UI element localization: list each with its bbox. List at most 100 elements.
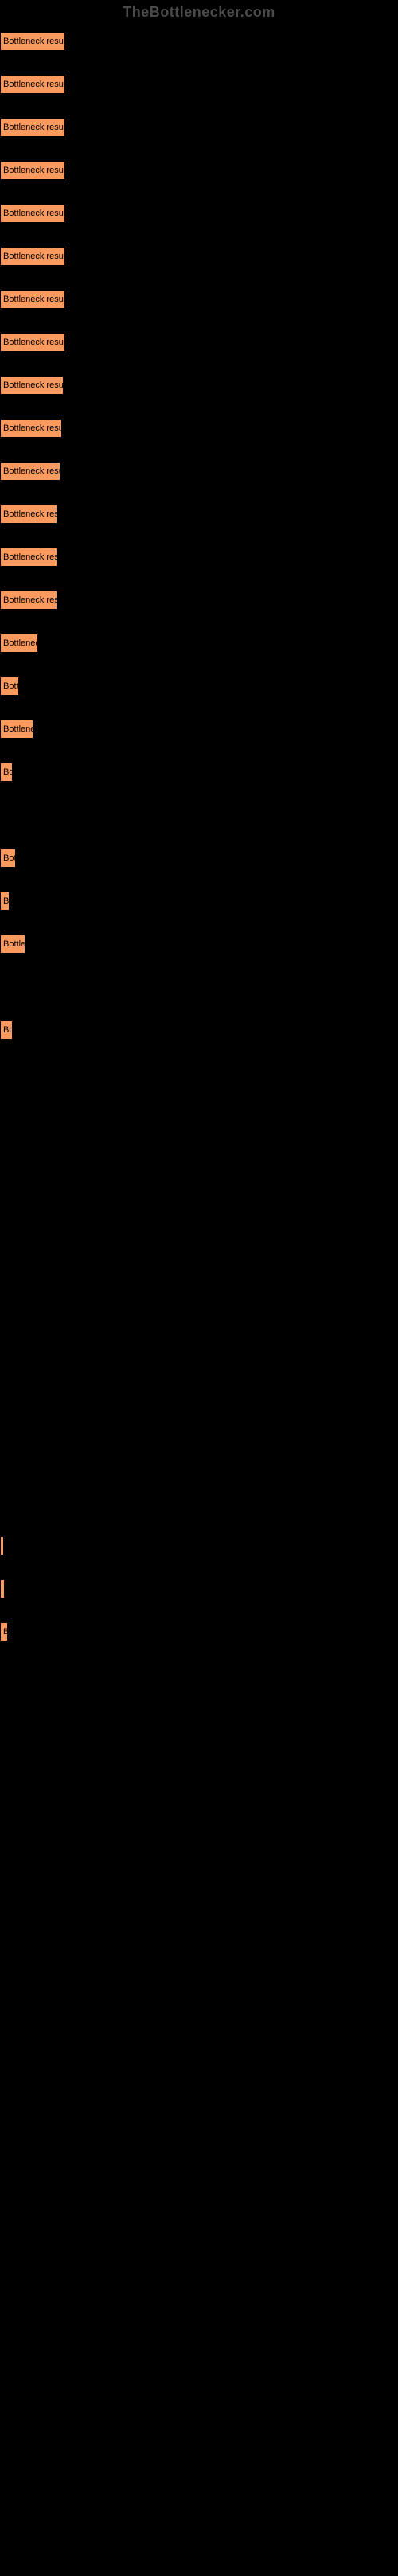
bar-row <box>0 2396 398 2415</box>
bar-label: Bottleneck resu <box>3 466 60 476</box>
bar-label: Bo <box>3 767 13 777</box>
watermark-text: TheBottlenecker.com <box>123 4 275 21</box>
bar-row: Bottleneck result <box>0 204 398 223</box>
bar: Bottleneck result <box>0 32 65 51</box>
bar-row <box>0 2181 398 2200</box>
bar-label: Bottleneck result <box>3 209 65 218</box>
bar-row <box>0 1235 398 1255</box>
bar-label: B <box>3 1627 8 1637</box>
bar: Bo <box>0 1021 13 1040</box>
bar: Bottleneck result <box>0 204 65 223</box>
bar: Bottleneck result <box>0 247 65 266</box>
bar-row: Bo <box>0 1021 398 1040</box>
bar-row <box>0 2439 398 2458</box>
bar-row <box>0 1064 398 1083</box>
bar: Bottleneck resul <box>0 419 62 438</box>
bar-label: Bottleneck result <box>3 295 65 304</box>
bar: Bottleneck res <box>0 505 57 524</box>
bar: Bottleneck result <box>0 376 64 395</box>
bar-row: Bottleneck result <box>0 161 398 180</box>
bar-row <box>0 1192 398 1212</box>
bar-row <box>0 2267 398 2286</box>
bar-row: Bottleneck res <box>0 548 398 567</box>
bar-label: Bottleneck result <box>3 381 64 390</box>
bar-row: Bot <box>0 849 398 868</box>
bar: Bottleneck result <box>0 290 65 309</box>
bar-row: Bottleneck res <box>0 591 398 610</box>
bar-label: Bo <box>3 1025 13 1035</box>
bar-row: Bottleneck resul <box>0 419 398 438</box>
bar: Bo <box>0 763 13 782</box>
bar-row <box>0 2095 398 2114</box>
bar-row: Bottleneck result <box>0 333 398 352</box>
bar-row: Bottleneck result <box>0 247 398 266</box>
bar: B <box>0 892 10 911</box>
bar-row: Bottle <box>0 935 398 954</box>
bar-row <box>0 1837 398 1856</box>
bar-label: Bottleneck resul <box>3 423 62 433</box>
bar-row <box>0 1107 398 1126</box>
bar-row <box>0 2009 398 2028</box>
bar-row <box>0 1751 398 1770</box>
bar-row: B <box>0 892 398 911</box>
bar-row <box>0 1708 398 1727</box>
bar-label: Bott <box>3 681 19 691</box>
bar-row <box>0 1966 398 1985</box>
bar-label: Bottleneck result <box>3 166 65 175</box>
bar-label: Bottleneck res <box>3 552 57 562</box>
bar-row <box>0 1407 398 1427</box>
bar-row <box>0 2482 398 2501</box>
bar-row <box>0 1278 398 1298</box>
bar: Bot <box>0 849 16 868</box>
bar-label: Bottleneck res <box>3 595 57 605</box>
bar-label: B <box>3 896 9 906</box>
bar-row <box>0 1665 398 1684</box>
bar-row: Bottleneck result <box>0 376 398 395</box>
bar-chart: Bottleneck result Bottleneck result Bottle… <box>0 24 398 2576</box>
bar-label: Bottlenec <box>3 638 38 648</box>
bar-row: Bottleneck resu <box>0 462 398 481</box>
bar-label: Bottleneck result <box>3 37 65 46</box>
bar-row <box>0 1923 398 1942</box>
bar-row <box>0 1880 398 1899</box>
bar-row: Bottleneck res <box>0 505 398 524</box>
bar <box>0 1536 4 1555</box>
bar-row <box>0 978 398 997</box>
bar-row <box>0 1493 398 1512</box>
bar-row <box>0 2310 398 2329</box>
bar-row: Bottlene <box>0 720 398 739</box>
bar: Bottle <box>0 935 25 954</box>
bar: Bottleneck res <box>0 591 57 610</box>
bar: Bottleneck result <box>0 118 65 137</box>
bar-row: Bottleneck result <box>0 32 398 51</box>
bar-row <box>0 2525 398 2544</box>
bar-row <box>0 1536 398 1555</box>
bar-label: Bottle <box>3 939 25 949</box>
bar: Bottleneck result <box>0 161 65 180</box>
bar-row <box>0 2138 398 2157</box>
bar-label: Bottleneck result <box>3 80 65 89</box>
bar: Bottleneck result <box>0 333 65 352</box>
bar-row: B <box>0 1622 398 1641</box>
bar: Bott <box>0 677 19 696</box>
bar-row <box>0 1450 398 1469</box>
bar-row: Bottlenec <box>0 634 398 653</box>
bar <box>0 1579 5 1598</box>
bar-label: Bottleneck result <box>3 123 65 132</box>
bar-label: Bottleneck res <box>3 509 57 519</box>
bar-row <box>0 1149 398 1169</box>
bar-row <box>0 2224 398 2243</box>
bar-row: Bottleneck result <box>0 118 398 137</box>
bar-row: Bott <box>0 677 398 696</box>
bar-row <box>0 2052 398 2071</box>
bar-row: Bottleneck result <box>0 75 398 94</box>
bar-row <box>0 1579 398 1598</box>
bar-row <box>0 1321 398 1341</box>
bar-row <box>0 1364 398 1384</box>
bar-label: Bottlene <box>3 724 33 734</box>
bar: Bottleneck result <box>0 75 65 94</box>
bar-row <box>0 1794 398 1813</box>
bar: Bottleneck resu <box>0 462 60 481</box>
bar-label: Bot <box>3 853 16 863</box>
bar-label: Bottleneck result <box>3 252 65 261</box>
